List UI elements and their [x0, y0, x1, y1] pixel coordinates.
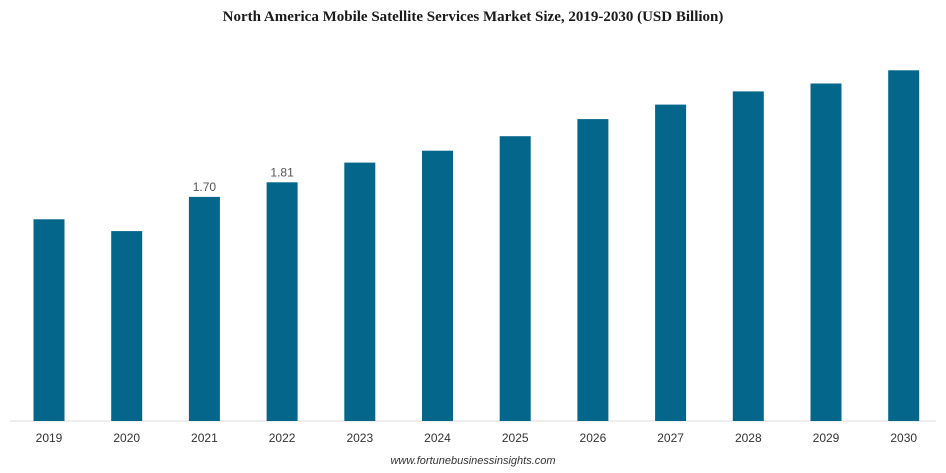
bar-2024	[422, 150, 453, 421]
bar-2019	[33, 219, 65, 421]
chart-title: North America Mobile Satellite Services …	[222, 9, 724, 25]
x-tick-label-2023: 2023	[346, 431, 373, 445]
bar-series	[33, 70, 920, 422]
x-tick-label-2020: 2020	[113, 431, 140, 445]
x-tick-label-2027: 2027	[657, 431, 684, 445]
bar-2030	[888, 70, 920, 422]
x-tick-label-2028: 2028	[735, 431, 762, 445]
x-tick-label-2026: 2026	[580, 431, 607, 445]
data-label-2022: 1.81	[270, 165, 294, 179]
bar-2026	[577, 119, 609, 421]
x-tick-label-2025: 2025	[502, 431, 529, 445]
bar-2020	[111, 231, 143, 421]
bar-2021	[188, 196, 220, 421]
data-label-2021: 1.70	[193, 180, 217, 194]
source-credit: www.fortunebusinessinsights.com	[390, 455, 556, 467]
bar-2025	[499, 136, 531, 421]
x-tick-label-2024: 2024	[424, 431, 451, 445]
x-tick-label-2022: 2022	[269, 431, 296, 445]
data-labels: 1.70 1.81	[193, 165, 294, 194]
bar-2027	[655, 104, 687, 421]
bar-2023	[344, 162, 376, 421]
x-tick-label-2029: 2029	[813, 431, 840, 445]
x-axis-ticks: 2019 2020 2021 2022 2023 2024 2025 2026 2027 2028…	[36, 431, 918, 445]
x-tick-label-2030: 2030	[890, 431, 917, 445]
bar-2028	[732, 91, 764, 422]
bar-2022	[266, 182, 298, 421]
x-tick-label-2019: 2019	[36, 431, 63, 445]
x-tick-label-2021: 2021	[191, 431, 218, 445]
bar-2029	[810, 83, 842, 421]
